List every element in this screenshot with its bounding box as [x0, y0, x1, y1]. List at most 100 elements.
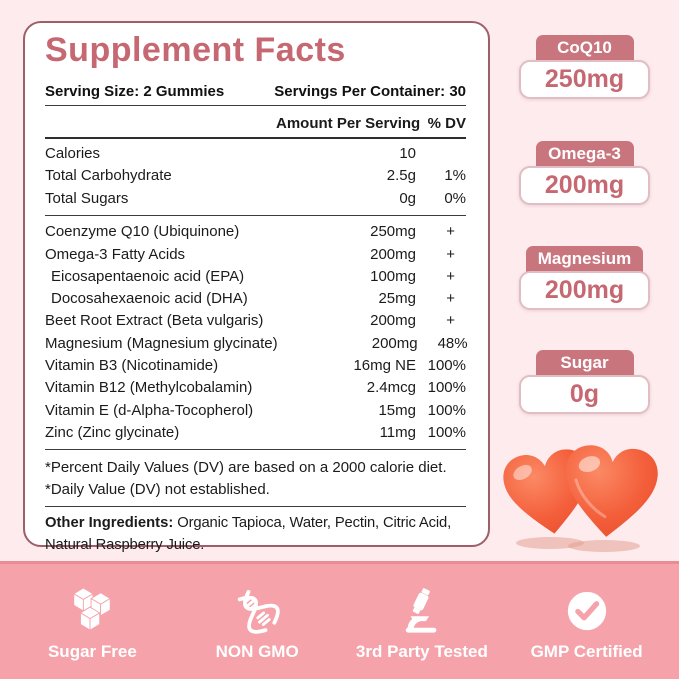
other-ingredients: Other Ingredients: Organic Tapioca, Wate…: [45, 513, 466, 556]
badge-sugar: Sugar 0g: [519, 350, 650, 414]
other-ingredients-text: Organic Tapioca, Water, Pectin, Citric A…: [45, 515, 452, 553]
ingredient-name: Eicosapentaenoic acid (EPA): [51, 267, 245, 285]
serving-size: Serving Size: 2 Gummies: [45, 83, 225, 100]
ingredient-name: Beet Root Extract (Beta vulgaris): [45, 312, 264, 330]
table-row: Calories 10: [45, 143, 466, 165]
amount-column-header: Amount Per Serving: [276, 115, 421, 132]
ingredient-dv: +: [446, 312, 455, 330]
dna-icon: [237, 589, 280, 634]
sugar-cubes-icon: [73, 587, 112, 631]
ingredient-name: Zinc (Zinc glycinate): [45, 423, 180, 441]
badge-omega3-value: 200mg: [519, 166, 650, 205]
ingredient-name: Coenzyme Q10 (Ubiquinone): [45, 223, 240, 241]
table-row: Omega-3 Fatty Acids 200mg +: [45, 244, 466, 266]
nutrient-dv: 1%: [444, 167, 466, 185]
feature-3rd-party-tested: 3rd Party Tested: [340, 587, 505, 662]
servings-per-container: Servings Per Container: 30: [274, 83, 466, 100]
badge-omega3: Omega-3 200mg: [519, 141, 650, 205]
ingredient-amount: 200mg: [370, 312, 416, 330]
nutrient-amount: 10: [399, 145, 416, 162]
serving-info-row: Serving Size: 2 Gummies Servings Per Con…: [45, 83, 466, 100]
ingredient-amount: 2.4mcg: [366, 379, 416, 397]
table-row: Total Sugars 0g 0%: [45, 188, 466, 210]
ingredient-dv: +: [446, 267, 455, 285]
badge-coq10-title: CoQ10: [535, 35, 634, 64]
feature-label: NON GMO: [215, 641, 299, 661]
ingredient-amount: 25mg: [378, 290, 416, 308]
table-row: Magnesium (Magnesium glycinate) 200mg 48…: [45, 333, 468, 355]
nutrient-name: Calories: [45, 145, 101, 162]
divider: [45, 215, 466, 217]
ingredient-dv: +: [446, 290, 455, 308]
table-row: Vitamin E (d-Alpha-Tocopherol) 15mg 100%: [45, 400, 466, 422]
feature-label: 3rd Party Tested: [355, 641, 488, 661]
badge-magnesium-title: Magnesium: [525, 246, 644, 275]
ingredient-amount: 16mg NE: [353, 357, 416, 374]
table-row: Coenzyme Q10 (Ubiquinone) 250mg +: [45, 221, 466, 243]
ingredient-name: Vitamin B3 (Nicotinamide): [45, 357, 219, 374]
ingredient-dv: 100%: [427, 379, 466, 397]
macro-rows: Calories 10 Total Carbohydrate 2.5g 1% T…: [45, 143, 466, 210]
badge-sugar-value: 0g: [519, 375, 650, 414]
ingredient-amount: 250mg: [370, 223, 416, 241]
feature-gmp-certified: GMP Certified: [504, 588, 669, 662]
nutrient-dv: 0%: [444, 189, 466, 207]
nutrient-name: Total Sugars: [45, 189, 129, 207]
microscope-icon: [405, 587, 437, 633]
badge-sugar-title: Sugar: [535, 350, 634, 379]
check-badge-icon: [567, 591, 606, 630]
footnote-dv-basis: *Percent Daily Values (DV) are based on …: [45, 459, 447, 477]
table-header-row: Amount Per Serving % DV: [45, 106, 466, 137]
ingredient-name: Omega-3 Fatty Acids: [45, 245, 186, 263]
feature-sugar-free: Sugar Free: [10, 587, 175, 662]
ingredient-amount: 200mg: [370, 245, 416, 263]
badge-magnesium-value: 200mg: [519, 271, 650, 310]
ingredient-amount: 15mg: [378, 401, 416, 419]
ingredient-amount: 11mg: [379, 423, 416, 441]
table-row: Zinc (Zinc glycinate) 11mg 100%: [45, 422, 466, 444]
ingredient-dv: 100%: [427, 423, 466, 441]
feature-label: Sugar Free: [47, 641, 137, 661]
nutrient-name: Total Carbohydrate: [45, 167, 172, 185]
panel-title: Supplement Facts: [45, 31, 346, 69]
table-row: Docosahexaenoic acid (DHA) 25mg +: [45, 288, 466, 310]
certification-bar: Sugar Free NON GMO: [0, 561, 679, 679]
table-row: Total Carbohydrate 2.5g 1%: [45, 165, 466, 187]
feature-non-gmo: NON GMO: [175, 588, 340, 662]
badge-magnesium: Magnesium 200mg: [519, 246, 650, 310]
dv-column-header: % DV: [427, 115, 466, 132]
nutrient-amount: 0g: [399, 189, 416, 207]
footnotes: *Percent Daily Values (DV) are based on …: [45, 457, 466, 501]
table-row: Vitamin B3 (Nicotinamide) 16mg NE 100%: [45, 355, 466, 377]
divider: [45, 506, 466, 508]
heart-gummies-illustration: [503, 445, 658, 552]
ingredient-name: Vitamin B12 (Methylcobalamin): [45, 379, 253, 397]
ingredient-amount: 100mg: [370, 267, 416, 285]
ingredient-name: Docosahexaenoic acid (DHA): [51, 290, 248, 308]
ingredient-rows: Coenzyme Q10 (Ubiquinone) 250mg + Omega-…: [45, 221, 468, 444]
feature-label: GMP Certified: [530, 641, 643, 661]
supplement-facts-panel: Supplement Facts Serving Size: 2 Gummies…: [23, 21, 490, 553]
ingredient-name: Vitamin E (d-Alpha-Tocopherol): [45, 401, 254, 419]
divider: [45, 449, 466, 451]
table-row: Vitamin B12 (Methylcobalamin) 2.4mcg 100…: [45, 377, 466, 399]
ingredient-dv: +: [446, 223, 455, 241]
ingredient-dv: 48%: [437, 334, 468, 352]
table-row: Beet Root Extract (Beta vulgaris) 200mg …: [45, 310, 466, 332]
ingredient-dv: +: [446, 245, 455, 263]
badge-omega3-title: Omega-3: [535, 141, 634, 170]
ingredient-amount: 200mg: [371, 334, 418, 352]
divider: [45, 105, 466, 106]
footnote-dv-not-established: *Daily Value (DV) not established.: [45, 481, 270, 499]
divider: [45, 137, 466, 139]
nutrient-dv: [416, 143, 466, 165]
other-ingredients-label: Other Ingredients:: [45, 515, 174, 532]
badge-coq10-value: 250mg: [519, 60, 650, 99]
ingredient-name: Magnesium (Magnesium glycinate): [45, 334, 278, 352]
badge-coq10: CoQ10 250mg: [519, 35, 650, 99]
heart-gummy-right: [565, 445, 658, 537]
table-row: Eicosapentaenoic acid (EPA) 100mg +: [45, 266, 466, 288]
ingredient-dv: 100%: [427, 401, 466, 419]
ingredient-dv: 100%: [427, 357, 466, 374]
nutrient-amount: 2.5g: [386, 167, 416, 185]
